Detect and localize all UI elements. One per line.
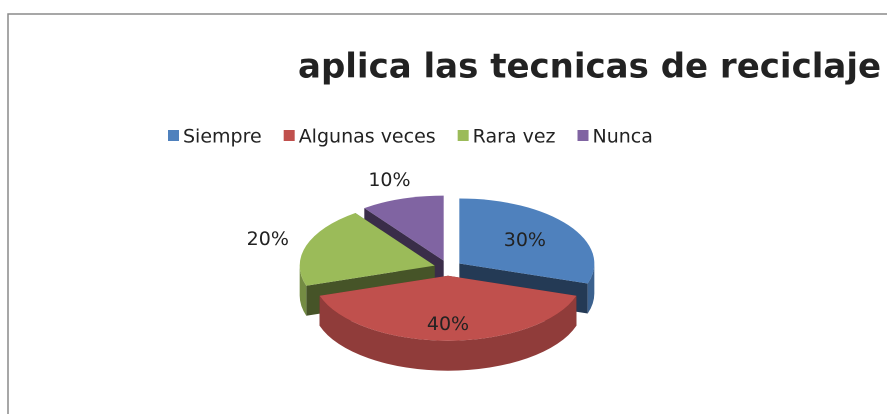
- legend-label: Siempre: [183, 126, 262, 148]
- slice: [299, 213, 435, 286]
- legend-label: Rara vez: [473, 126, 556, 148]
- slice: [459, 198, 595, 284]
- chart-title: aplica las tecnicas de reciclaje: [298, 47, 881, 87]
- legend-swatch: [283, 130, 295, 141]
- slice-wall: [587, 263, 595, 314]
- slice: [319, 275, 577, 341]
- data-label: 40%: [427, 313, 469, 335]
- data-label: 30%: [504, 229, 546, 251]
- pie: 30% 40% 20% 10%: [247, 169, 595, 371]
- legend-swatch: [168, 130, 179, 141]
- legend-label: Algunas veces: [299, 126, 436, 148]
- data-label: 20%: [247, 228, 289, 250]
- legend-swatch: [457, 130, 469, 141]
- slice-wall: [319, 295, 577, 371]
- legend: Siempre Algunas veces Rara vez Nunca: [168, 126, 653, 148]
- legend-swatch: [577, 130, 589, 141]
- slice-wall: [299, 265, 307, 316]
- slice: [364, 195, 444, 261]
- data-label: 10%: [368, 169, 410, 191]
- legend-label: Nunca: [593, 126, 653, 148]
